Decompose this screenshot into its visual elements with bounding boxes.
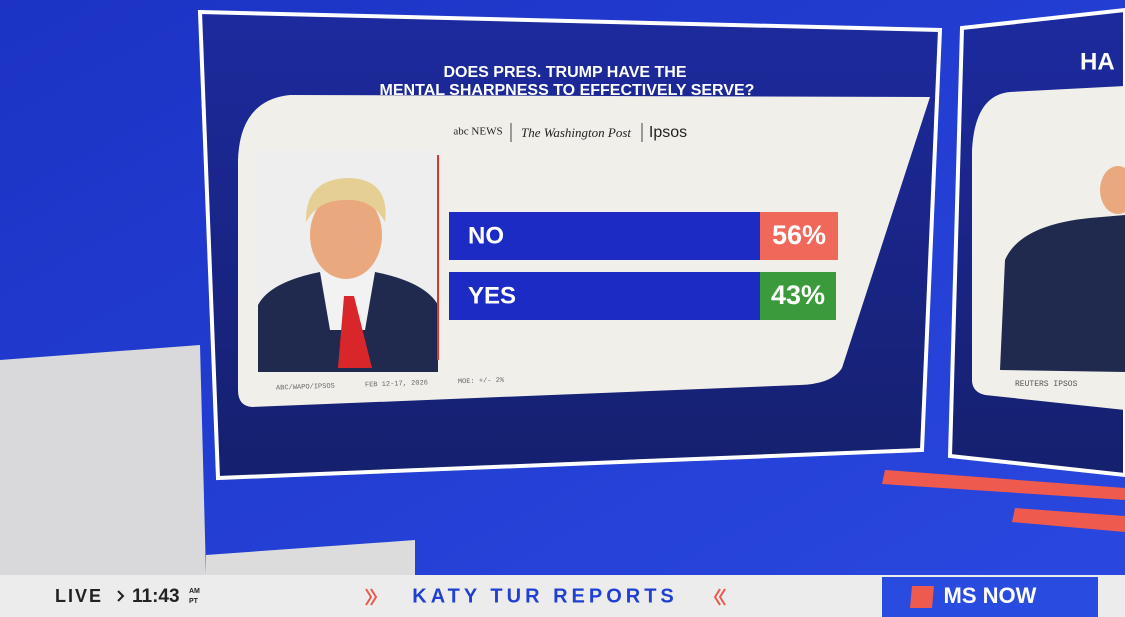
live-label: LIVE xyxy=(55,586,103,606)
title-line: DOES PRES. TRUMP HAVE THE xyxy=(444,64,687,81)
title-line: MENTAL SHARPNESS TO EFFECTIVELY SERVE? xyxy=(380,82,755,99)
result-label: YES xyxy=(468,282,516,309)
side-footnote: REUTERS IPSOS xyxy=(1015,380,1078,389)
logo-ipsos: Ipsos xyxy=(649,124,687,141)
footnote: ABC/WAPO/IPSOS xyxy=(276,383,335,393)
stripe xyxy=(882,470,1125,500)
result-label: NO xyxy=(468,222,504,249)
stripe xyxy=(1012,508,1125,532)
logo-abc: abc NEWS xyxy=(453,126,502,138)
side-title: HA xyxy=(1080,48,1115,75)
result-bar xyxy=(449,212,760,260)
result-value-box xyxy=(760,212,838,260)
portrait xyxy=(258,150,438,372)
wall xyxy=(206,540,415,575)
chevron xyxy=(718,588,726,606)
network-logo xyxy=(910,586,934,608)
logo-wapo: The Washington Post xyxy=(521,125,631,140)
footnote: MOE: +/- 2% xyxy=(458,377,505,387)
side-portrait xyxy=(1100,166,1125,214)
time-tz: PT xyxy=(189,598,199,605)
result-value-box xyxy=(760,272,836,320)
result-bar xyxy=(449,272,760,320)
time-am: AM xyxy=(189,588,200,595)
side-portrait xyxy=(1000,215,1125,372)
chevron xyxy=(370,588,378,606)
footnote: FEB 12-17, 2026 xyxy=(365,379,428,389)
network-name: MS NOW xyxy=(944,583,1037,608)
chevron xyxy=(365,588,373,606)
chevron xyxy=(713,588,721,606)
wall xyxy=(0,345,206,575)
show-name: KATY TUR REPORTS xyxy=(412,585,678,607)
result-value: 56% xyxy=(772,220,826,250)
time: 11:43 xyxy=(132,586,180,607)
result-value: 43% xyxy=(771,280,825,310)
chevron xyxy=(117,590,125,602)
